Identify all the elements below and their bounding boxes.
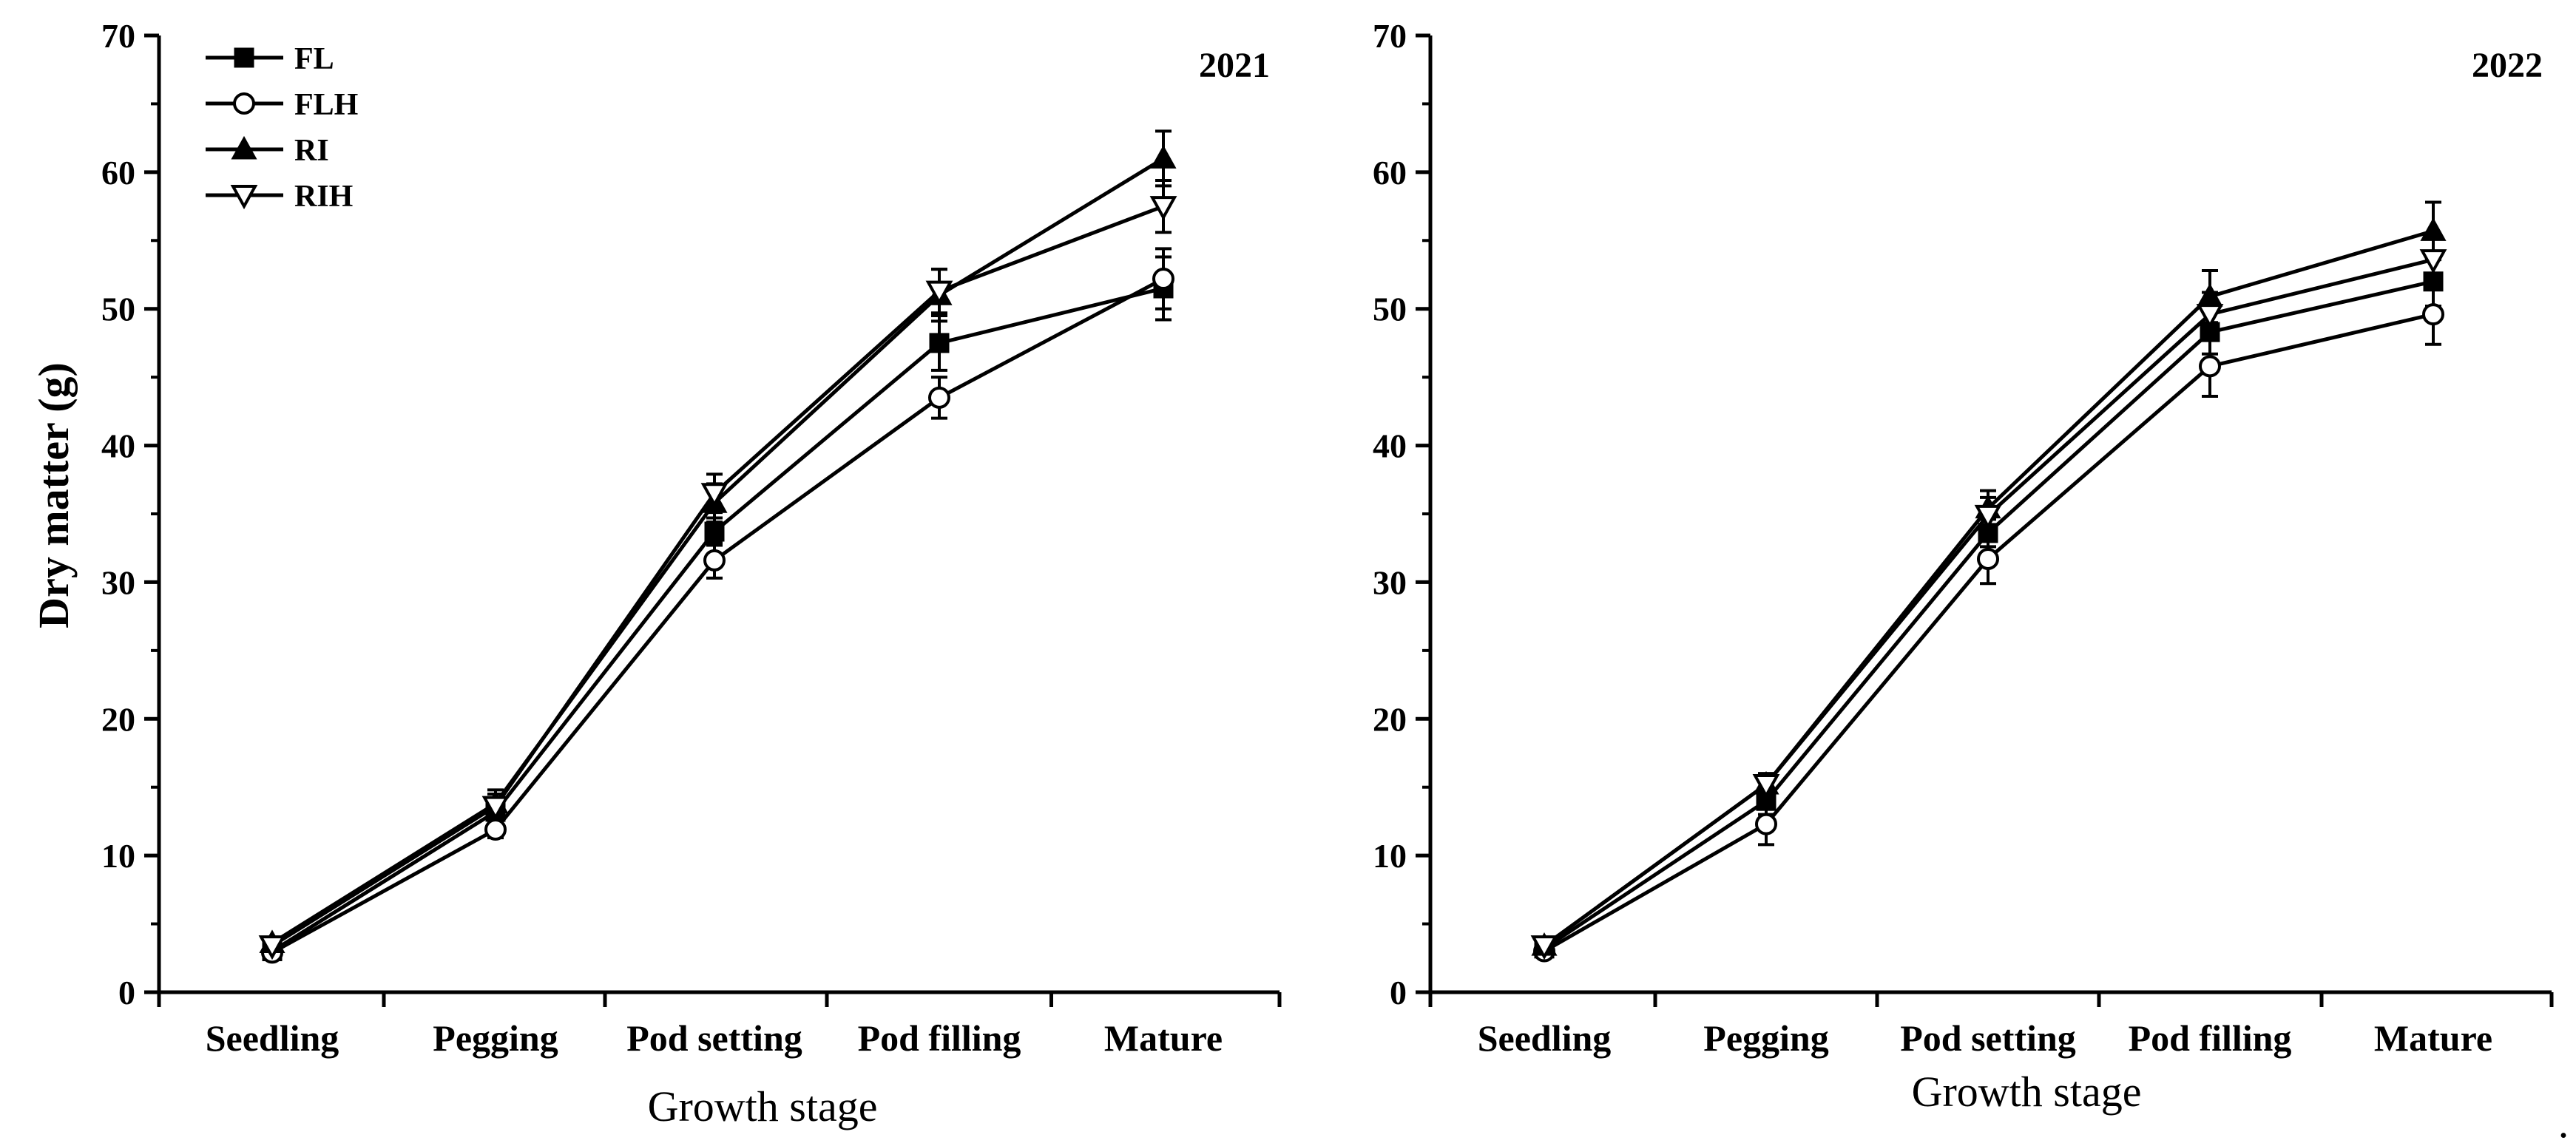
- data-point-FLH: [1755, 813, 1777, 835]
- series-line-FLH: [271, 277, 1165, 955]
- x-tick-label: Seedling: [1478, 1017, 1612, 1059]
- data-point-RIH: [258, 935, 286, 960]
- legend-marker-FLH: [233, 92, 255, 115]
- y-tick-label: 0: [118, 974, 135, 1011]
- data-point-RI: [1150, 145, 1177, 169]
- legend-label: RIH: [294, 180, 353, 214]
- x-tick-label: Seedling: [206, 1017, 339, 1059]
- legend-label: FLH: [294, 88, 358, 122]
- chart-panel-2022: 2022 Growth stage 0 10 20 30 40 50 60 70 Seedlin…: [1373, 17, 2554, 1116]
- x-axis-title: Growth stage: [648, 1082, 878, 1130]
- x-tick-label: Mature: [1104, 1017, 1223, 1059]
- y-tick-label: 40: [101, 427, 135, 465]
- data-point-RIH: [1974, 504, 2002, 529]
- data-point-RIH: [700, 483, 728, 508]
- data-point-FL: [929, 333, 950, 353]
- series-line-FL: [271, 286, 1164, 953]
- chart-panel-2021: 2021 Dry matter (g) Growth stage 0 10 20 30…: [30, 17, 1282, 1130]
- y-tick-label: 60: [101, 154, 135, 191]
- series-line-RIH: [271, 204, 1164, 948]
- data-point-RIH: [1752, 774, 1780, 799]
- y-tick-label: 70: [1373, 17, 1407, 55]
- x-tick-label: Pod setting: [626, 1017, 802, 1059]
- x-tick-label: Pegging: [433, 1017, 558, 1059]
- data-point-RIH: [2196, 304, 2224, 329]
- series-line-RIH: [1543, 257, 2434, 948]
- legend-label: RI: [294, 134, 329, 168]
- legend-label: FL: [294, 42, 334, 76]
- series-FL: [262, 255, 1174, 962]
- data-point-FLH: [2199, 355, 2221, 378]
- y-tick-label: 50: [101, 291, 135, 328]
- y-tick-label: 10: [101, 837, 135, 875]
- year-label: 2022: [2472, 46, 2543, 85]
- series-RIH: [258, 178, 1177, 960]
- series-line-RI: [1543, 228, 2434, 948]
- legend-marker-RIH: [230, 185, 258, 210]
- data-point-FL: [704, 521, 725, 542]
- data-point-RIH: [481, 796, 510, 821]
- data-point-FLH: [1977, 548, 1999, 571]
- y-tick-label: 30: [101, 563, 135, 601]
- data-point-RIH: [925, 280, 953, 305]
- x-tick-label: Mature: [2374, 1017, 2492, 1059]
- y-tick-label: 40: [1373, 427, 1407, 465]
- x-tick-label: Pod filling: [858, 1017, 1021, 1059]
- series-FLH: [1533, 282, 2444, 963]
- y-tick-label: 60: [1373, 154, 1407, 191]
- data-point-FLH: [928, 386, 950, 409]
- data-point-FLH: [1152, 268, 1174, 291]
- y-axis-title: Dry matter (g): [30, 362, 78, 628]
- data-point-RIH: [1149, 196, 1177, 221]
- x-tick-label: Pod filling: [2129, 1017, 2292, 1059]
- y-tick-label: 30: [1373, 563, 1407, 601]
- legend: FL FLH RI RIH: [206, 42, 358, 214]
- data-point-RIH: [1530, 935, 1558, 960]
- y-tick-label: 20: [101, 700, 135, 738]
- x-axis-title: Growth stage: [1912, 1068, 2142, 1116]
- legend-marker-FL: [234, 47, 254, 68]
- year-label: 2021: [1199, 46, 1270, 85]
- y-tick-label: 70: [101, 17, 135, 55]
- footnote-dot: .: [2558, 1099, 2569, 1146]
- data-point-FLH: [703, 549, 726, 572]
- y-tick-label: 50: [1373, 291, 1407, 328]
- y-tick-label: 10: [1373, 837, 1407, 875]
- data-point-FLH: [484, 818, 507, 841]
- x-tick-label: Pegging: [1703, 1017, 1828, 1059]
- legend-marker-RI: [231, 135, 257, 160]
- x-tick-label: Pod setting: [1900, 1017, 2076, 1059]
- data-point-FLH: [2422, 303, 2444, 326]
- y-tick-label: 0: [1390, 974, 1407, 1011]
- series-RIH: [1530, 232, 2447, 960]
- data-point-RIH: [2419, 249, 2447, 274]
- series-FLH: [261, 247, 1174, 964]
- series-line-FLH: [1543, 312, 2434, 953]
- y-tick-label: 20: [1373, 700, 1407, 738]
